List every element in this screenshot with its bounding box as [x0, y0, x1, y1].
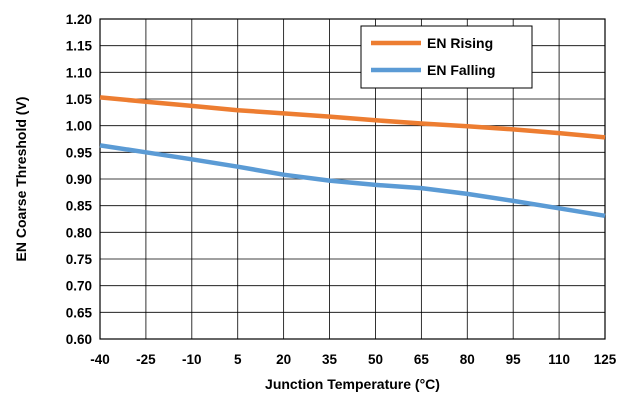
legend-label-en-rising: EN Rising [427, 35, 493, 51]
y-tick-label: 0.95 [66, 145, 93, 160]
y-tick-label: 0.60 [66, 332, 92, 347]
x-tick-label: 95 [506, 352, 522, 367]
x-tick-label: 5 [234, 352, 242, 367]
plot-area-frame [99, 18, 606, 340]
x-tick-label: -10 [182, 352, 202, 367]
x-axis-ticks: -40 -25 -10 5 20 35 50 65 80 95 110 125 [90, 352, 617, 367]
series [99, 95, 606, 219]
y-axis-title: EN Coarse Threshold (V) [13, 97, 29, 262]
x-tick-label: 35 [322, 352, 338, 367]
y-tick-label: 0.85 [66, 199, 93, 214]
y-tick-label: 1.15 [66, 39, 93, 54]
y-tick-label: 1.20 [66, 12, 92, 27]
legend: EN Rising EN Falling [360, 25, 533, 89]
y-tick-label: 0.90 [66, 172, 92, 187]
y-tick-label: 0.70 [66, 279, 92, 294]
y-tick-label: 1.10 [66, 65, 92, 80]
x-axis-title: Junction Temperature (°C) [265, 376, 440, 392]
y-axis-ticks: 0.60 0.65 0.70 0.75 0.80 0.85 0.90 0.95 1.00 1.05… [66, 12, 93, 347]
x-tick-label: 80 [460, 352, 475, 367]
series-line-en-falling [99, 143, 606, 219]
legend-label-en-falling: EN Falling [427, 62, 495, 78]
y-tick-label: 0.80 [66, 225, 92, 240]
x-tick-label: -25 [136, 352, 156, 367]
y-tick-label: 0.75 [66, 252, 93, 267]
x-tick-label: 20 [276, 352, 291, 367]
y-tick-label: 1.05 [66, 92, 93, 107]
series-line-en-rising [99, 95, 606, 140]
x-tick-label: 65 [414, 352, 430, 367]
x-tick-label: -40 [90, 352, 110, 367]
x-tick-label: 50 [368, 352, 383, 367]
x-tick-label: 110 [548, 352, 570, 367]
x-tick-label: 125 [594, 352, 617, 367]
y-tick-label: 0.65 [66, 305, 93, 320]
legend-box [360, 25, 533, 89]
y-tick-label: 1.00 [66, 119, 92, 134]
